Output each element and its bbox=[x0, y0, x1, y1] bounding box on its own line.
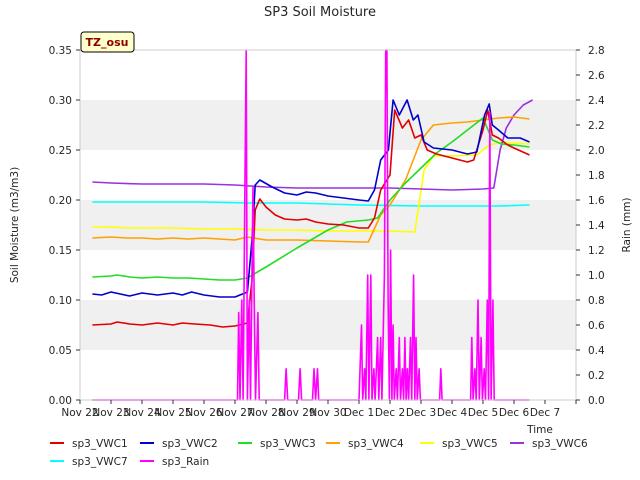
x-tick-label: Dec 7 bbox=[530, 407, 560, 419]
x-axis-label: Time bbox=[526, 424, 553, 436]
legend-label: sp3_VWC3 bbox=[260, 438, 316, 450]
y2-tick-label: 2.0 bbox=[588, 145, 605, 157]
legend-label: sp3_VWC2 bbox=[162, 438, 218, 450]
y2-tick-label: 0.0 bbox=[588, 395, 605, 407]
y2-tick-label: 2.4 bbox=[588, 95, 605, 107]
y2-axis-label: Rain (mm) bbox=[621, 197, 633, 252]
y2-tick-label: 2.8 bbox=[588, 45, 605, 57]
legend-label: sp3_Rain bbox=[162, 456, 209, 468]
x-tick-label: Nov 28 bbox=[247, 407, 284, 419]
y2-tick-label: 1.8 bbox=[588, 170, 605, 182]
x-tick-label: Nov 22 bbox=[61, 407, 98, 419]
y2-tick-label: 0.8 bbox=[588, 295, 605, 307]
y-tick-label: 0.20 bbox=[49, 195, 72, 207]
legend-label: sp3_VWC6 bbox=[532, 438, 588, 450]
y-axis-label: Soil Moisture (m3/m3) bbox=[9, 167, 21, 283]
y2-tick-label: 1.0 bbox=[588, 270, 605, 282]
x-tick-label: Nov 25 bbox=[154, 407, 191, 419]
x-tick-label: Nov 26 bbox=[185, 407, 223, 419]
y2-tick-label: 2.6 bbox=[588, 70, 605, 82]
series-line-sp3-vwc1 bbox=[92, 109, 530, 328]
chart-title: SP3 Soil Moisture bbox=[264, 5, 376, 20]
y-tick-label: 0.30 bbox=[49, 95, 72, 107]
x-tick-label: Nov 24 bbox=[123, 407, 161, 419]
series-line-sp3-vwc5 bbox=[92, 142, 530, 233]
badge-box bbox=[80, 31, 135, 53]
axes: 0.00 0.05 0.10 0.15 0.20 0.25 0.30 0.35 0.0 0.2 0.… bbox=[49, 45, 605, 419]
y2-tick-label: 1.2 bbox=[588, 245, 605, 257]
grid-band bbox=[80, 200, 576, 250]
x-tick-label: Dec 5 bbox=[468, 407, 498, 419]
legend: sp3_VWC1 sp3_VWC2 sp3_VWC3 sp3_VWC4 sp3_VWC5… bbox=[50, 438, 588, 468]
legend-label: sp3_VWC1 bbox=[72, 438, 128, 450]
y2-tick-label: 1.4 bbox=[588, 220, 605, 232]
x-tick-label: Dec 4 bbox=[437, 407, 468, 419]
x-tick-label: Dec 2 bbox=[375, 407, 405, 419]
x-tick-label: Nov 29 bbox=[278, 407, 315, 419]
y-tick-label: 0.05 bbox=[49, 345, 72, 357]
y2-tick-label: 2.2 bbox=[588, 120, 605, 132]
legend-label: sp3_VWC7 bbox=[72, 456, 128, 468]
y-tick-label: 0.25 bbox=[49, 145, 72, 157]
y-tick-label: 0.00 bbox=[49, 395, 72, 407]
series-line-sp3-vwc3 bbox=[92, 117, 530, 281]
series-line-sp3-vwc2 bbox=[92, 99, 530, 298]
badge: TZ_osu bbox=[80, 31, 135, 53]
y2-tick-label: 1.6 bbox=[588, 195, 605, 207]
grid-band bbox=[80, 300, 576, 350]
x-tick-label: Nov 27 bbox=[216, 407, 253, 419]
series-line-sp3-vwc4 bbox=[92, 116, 530, 243]
legend-label: sp3_VWC5 bbox=[442, 438, 498, 450]
x-tick-label: Nov 23 bbox=[92, 407, 129, 419]
y-tick-label: 0.10 bbox=[49, 295, 72, 307]
grid-bands bbox=[80, 50, 576, 400]
y-tick-label: 0.15 bbox=[49, 245, 72, 257]
series-line-sp3-vwc7 bbox=[92, 201, 530, 207]
y2-tick-label: 0.2 bbox=[588, 370, 605, 382]
x-tick-label: Dec 3 bbox=[406, 407, 436, 419]
y2-tick-label: 0.6 bbox=[588, 320, 605, 332]
y2-tick-label: 0.4 bbox=[588, 345, 605, 357]
x-tick-label: Nov 30 bbox=[309, 407, 346, 419]
y-tick-label: 0.35 bbox=[49, 45, 72, 57]
x-tick-label: Dec 6 bbox=[499, 407, 530, 419]
legend-label: sp3_VWC4 bbox=[348, 438, 404, 450]
x-tick-label: Dec 1 bbox=[344, 407, 374, 419]
badge-label: TZ_osu bbox=[86, 36, 129, 49]
